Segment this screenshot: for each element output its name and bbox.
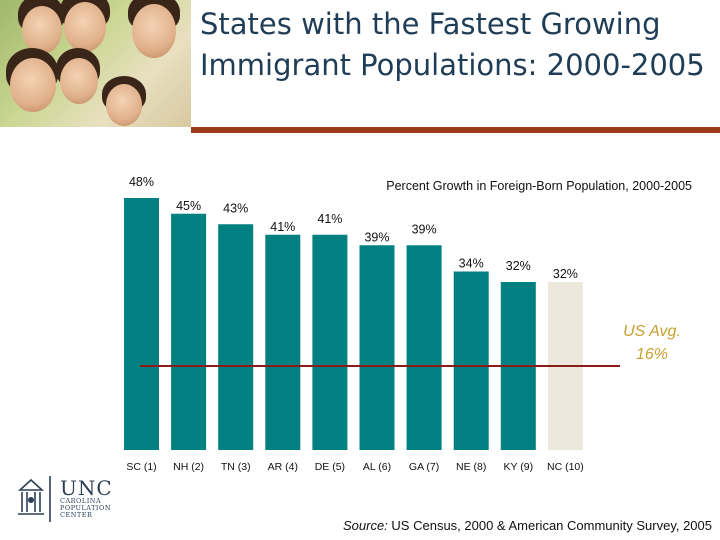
category-label-3: AR (4) (268, 461, 298, 473)
value-label-5: 39% (364, 230, 389, 244)
category-label-1: NH (2) (173, 461, 204, 473)
value-label-8: 32% (506, 259, 531, 273)
logo-subtitle: CAROLINA POPULATION CENTER (60, 497, 112, 519)
value-label-2: 43% (223, 201, 248, 215)
logo-wordmark: UNC (60, 476, 113, 500)
value-label-7: 34% (459, 257, 484, 271)
category-label-5: AL (6) (363, 461, 391, 473)
value-label-9: 32% (553, 267, 578, 281)
category-label-8: KY (9) (504, 461, 534, 473)
category-label-4: DE (5) (315, 461, 345, 473)
bar-0 (124, 198, 159, 450)
bar-3 (265, 234, 301, 450)
bar-4 (312, 234, 348, 450)
category-label-0: SC (1) (126, 461, 156, 473)
value-label-6: 39% (412, 222, 437, 236)
value-label-4: 41% (317, 212, 342, 226)
source-note: Source: US Census, 2000 & American Commu… (343, 518, 712, 533)
category-label-2: TN (3) (221, 461, 251, 473)
value-labels: 48% 45% 43% 41% 41% 39% 39% 34% 32% 32% (129, 175, 578, 281)
category-label-9: NC (10) (547, 461, 584, 473)
bar-7 (453, 271, 489, 450)
bar-6 (406, 245, 442, 450)
family-photo (0, 0, 191, 127)
category-label-6: GA (7) (409, 461, 439, 473)
slide-title: States with the Fastest Growing Immigran… (200, 7, 705, 82)
bar-1 (171, 213, 207, 450)
title-rule (191, 127, 720, 133)
category-label-7: NE (8) (456, 461, 486, 473)
value-label-1: 45% (176, 199, 201, 213)
us-average-value: 16% (636, 346, 668, 363)
source-text: US Census, 2000 & American Community Sur… (391, 518, 712, 533)
source-label: Source: (342, 518, 388, 533)
bar-chart: Percent Growth in Foreign-Born Populatio… (124, 175, 692, 473)
category-labels: SC (1) NH (2) TN (3) AR (4) DE (5) AL (6) GA (… (126, 461, 583, 473)
bar-2 (218, 224, 254, 450)
us-average-label: US Avg. (623, 323, 681, 340)
value-label-3: 41% (270, 220, 295, 234)
bars (124, 198, 583, 450)
chart-title: Percent Growth in Foreign-Born Populatio… (386, 179, 692, 193)
bar-5 (359, 245, 395, 450)
unc-logo-icon (17, 476, 51, 522)
value-label-0: 48% (129, 175, 154, 189)
